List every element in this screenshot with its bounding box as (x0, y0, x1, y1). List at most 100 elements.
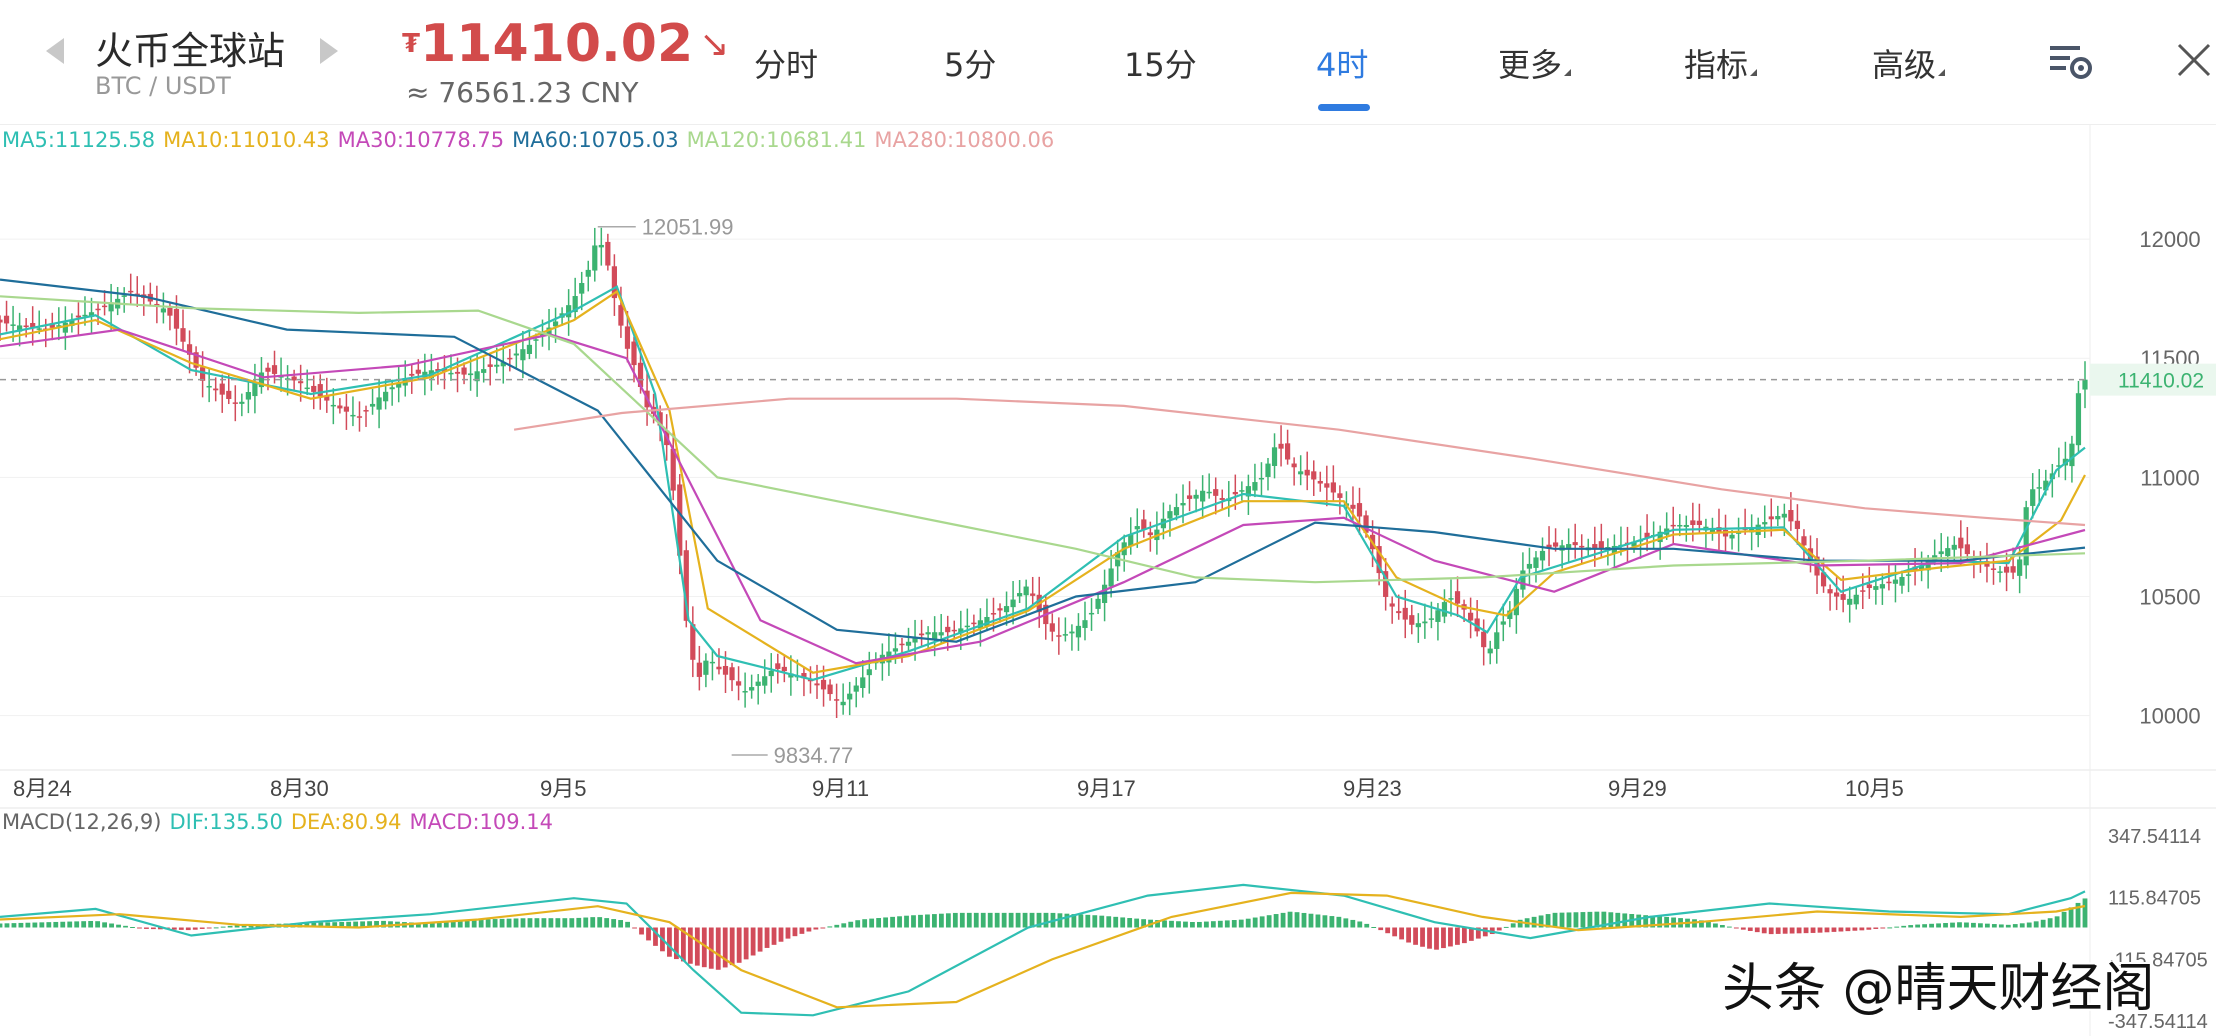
macd-histogram-bar (109, 923, 114, 928)
macd-label: MACD:109.14 (409, 810, 554, 834)
tab-more[interactable]: 更多 (1498, 40, 1572, 86)
candle-body (1003, 606, 1010, 613)
candle-body (1827, 589, 1833, 594)
candle-body (1441, 602, 1448, 617)
macd-histogram-bar (2040, 919, 2046, 928)
candle-body (108, 302, 114, 312)
macd-histogram-bar (1929, 923, 1934, 928)
prev-arrow-icon[interactable] (46, 38, 64, 64)
macd-histogram-bar (1461, 927, 1467, 944)
candle-body (17, 325, 23, 332)
macd-histogram-bar (590, 917, 596, 928)
macd-histogram-bar (911, 915, 916, 928)
macd-histogram-bar (1650, 915, 1656, 928)
macd-histogram-bar (1434, 927, 1439, 950)
macd-histogram-bar (1196, 921, 1202, 928)
x-tick-label: 9月5 (540, 776, 586, 801)
candle-body (788, 673, 794, 678)
candle-body (1082, 620, 1088, 628)
macd-histogram-bar (381, 920, 386, 928)
macd-histogram-bar (1273, 914, 1279, 928)
macd-histogram-bar (883, 917, 889, 928)
candle-body (186, 344, 193, 355)
candle-body (1951, 544, 1957, 550)
macd-histogram-bar (646, 927, 651, 941)
macd-histogram-bar (25, 922, 31, 928)
tab-indicators[interactable]: 指标 (1684, 40, 1758, 86)
macd-histogram-bar (1022, 912, 1028, 928)
macd-histogram-bar (1057, 913, 1063, 928)
candle-body (742, 691, 748, 693)
macd-histogram-bar (1957, 922, 1962, 928)
candle-body (82, 314, 88, 317)
candle-body (435, 369, 441, 372)
candle-body (1337, 493, 1343, 498)
candle-body (1683, 524, 1689, 527)
candle-body (1690, 520, 1696, 525)
candle-body (592, 245, 598, 271)
candle-body (938, 632, 944, 636)
macd-histogram-bar (2068, 907, 2074, 928)
macd-histogram-bar (485, 919, 491, 928)
macd-histogram-bar (1141, 919, 1147, 928)
macd-histogram-bar (339, 921, 345, 928)
macd-histogram-bar (157, 927, 163, 930)
macd-histogram-bar (1448, 927, 1453, 947)
tab-5min[interactable]: 5分 (944, 40, 996, 86)
macd-y-tick-label: 115.84705 (2108, 888, 2201, 910)
macd-histogram-bar (1713, 923, 1718, 928)
macd-histogram-bar (415, 922, 421, 928)
ma60-line (0, 278, 2086, 643)
macd-histogram-bar (1210, 921, 1216, 928)
candle-body (1232, 491, 1238, 495)
macd-histogram-bar (311, 922, 317, 928)
candle-body (1945, 548, 1951, 557)
current-price-label: 11410.02 (2118, 370, 2204, 393)
candle-body (2003, 566, 2010, 573)
macd-histogram-bar (1991, 924, 1997, 928)
candle-body (1285, 443, 1291, 460)
macd-histogram-bar (904, 915, 909, 928)
macd-histogram-bar (1364, 923, 1370, 928)
macd-histogram-bar (708, 927, 714, 969)
candle-body (1271, 447, 1278, 466)
macd-histogram-bar (360, 921, 366, 928)
macd-histogram-bar (1615, 912, 1621, 928)
candle-body (1579, 545, 1585, 548)
chart-settings-icon[interactable] (2048, 42, 2096, 82)
macd-histogram-bar (2005, 924, 2011, 928)
candle-body (1311, 471, 1317, 480)
tab-timeline[interactable]: 分时 (754, 40, 818, 86)
macd-histogram-bar (220, 926, 226, 928)
macd-histogram-bar (1245, 918, 1251, 928)
macd-histogram-bar (987, 912, 993, 928)
next-arrow-icon[interactable] (320, 38, 338, 64)
close-icon[interactable] (2176, 42, 2212, 78)
candle-body (101, 305, 108, 308)
tab-4hour[interactable]: 4时 (1316, 40, 1368, 86)
macd-histogram-bar (1775, 927, 1781, 934)
macd-histogram-bar (1845, 927, 1851, 932)
macd-y-tick-label: 347.54114 (2108, 826, 2201, 848)
macd-histogram-bar (869, 918, 875, 928)
macd-histogram-bar (1455, 927, 1460, 945)
candle-body (448, 372, 454, 375)
candle-body (343, 406, 350, 412)
candle-body (1500, 621, 1506, 625)
macd-histogram-bar (478, 919, 484, 928)
tab-15min[interactable]: 15分 (1124, 40, 1197, 86)
candle-body (128, 290, 134, 293)
candle-body (1265, 463, 1271, 477)
candle-body (1454, 591, 1461, 604)
candle-body (820, 679, 827, 690)
macd-histogram-bar (1496, 927, 1502, 931)
macd-histogram-bar (806, 927, 812, 932)
tab-advanced[interactable]: 高级 (1872, 40, 1946, 86)
macd-histogram-bar (1657, 916, 1663, 928)
candle-body (696, 662, 702, 677)
candle-body (611, 266, 617, 299)
macd-histogram-bar (1817, 927, 1823, 933)
candle-body (304, 387, 310, 390)
candle-body (239, 401, 245, 404)
